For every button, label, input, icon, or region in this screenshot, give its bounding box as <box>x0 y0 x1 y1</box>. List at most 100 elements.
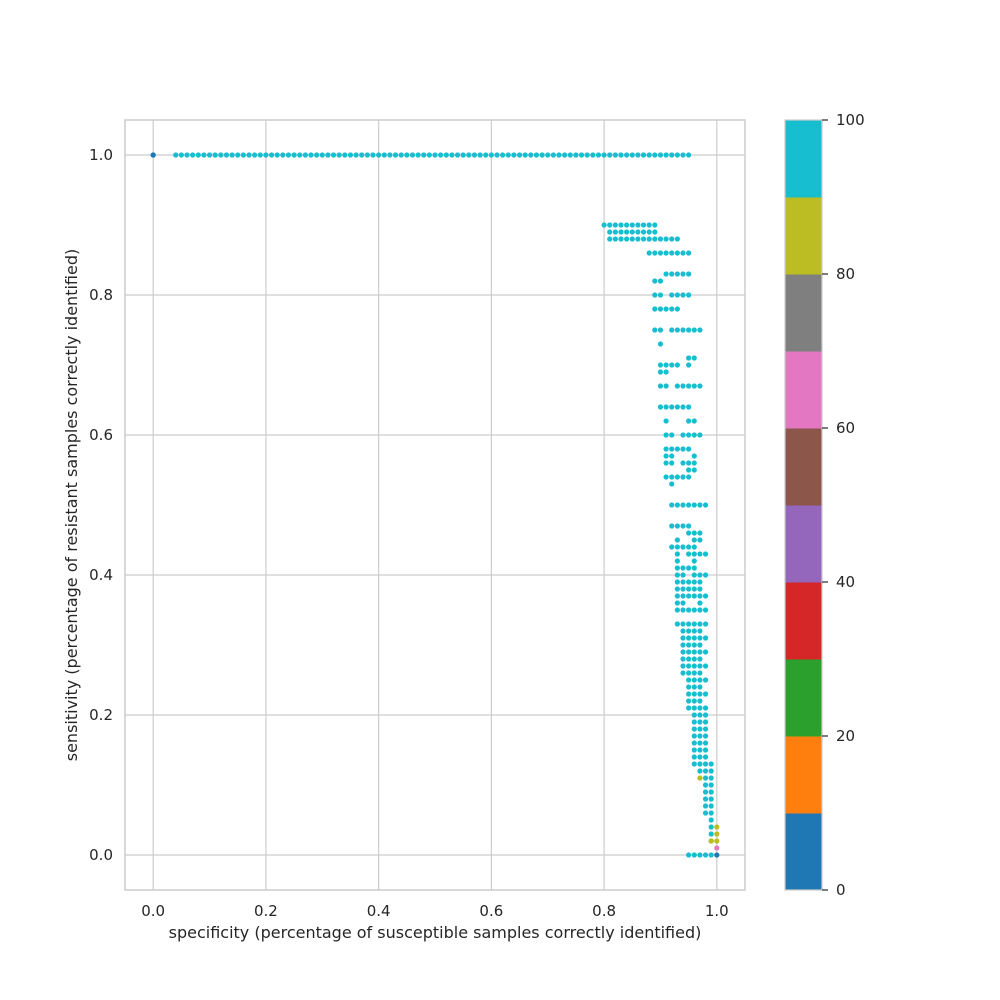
data-point <box>691 712 697 718</box>
data-point <box>471 152 478 158</box>
data-point <box>669 362 675 368</box>
data-point <box>680 656 686 662</box>
grid-lines <box>125 120 745 890</box>
data-point <box>708 782 714 788</box>
data-point <box>697 747 703 753</box>
data-point <box>702 677 709 683</box>
data-point <box>691 460 697 466</box>
y-axis-ticks: 0.0 0.2 0.4 0.6 0.8 1.0 <box>89 146 113 864</box>
data-point <box>708 761 714 767</box>
data-point <box>285 152 292 158</box>
data-point <box>652 327 658 333</box>
data-point <box>702 782 709 788</box>
plot-frame <box>124 119 746 891</box>
y-tick-label: 1.0 <box>89 146 113 164</box>
data-point <box>702 572 709 578</box>
data-point <box>421 152 427 158</box>
data-point <box>702 712 709 718</box>
data-point <box>702 726 709 732</box>
data-point <box>426 152 432 158</box>
data-point <box>702 621 709 627</box>
data-point <box>674 292 680 298</box>
data-point <box>573 152 579 158</box>
data-point <box>686 446 692 452</box>
data-point <box>686 649 692 655</box>
data-point <box>669 236 675 242</box>
data-point <box>686 418 692 424</box>
data-point <box>223 152 230 158</box>
data-point <box>652 236 658 242</box>
data-point <box>697 740 703 746</box>
data-point <box>691 677 697 683</box>
data-point <box>657 341 664 347</box>
data-point <box>691 726 697 732</box>
data-point <box>663 383 669 389</box>
data-point <box>629 236 635 242</box>
data-point <box>708 852 714 858</box>
data-point <box>669 306 675 312</box>
data-point <box>590 152 596 158</box>
colorbar-segment <box>785 505 822 583</box>
data-point <box>702 852 709 858</box>
data-point <box>702 719 709 725</box>
data-point <box>173 152 179 158</box>
data-point <box>702 810 709 816</box>
data-point <box>618 229 624 235</box>
data-point <box>697 768 703 774</box>
data-point <box>652 152 658 158</box>
data-point <box>686 523 692 529</box>
data-point <box>657 292 664 298</box>
data-point <box>691 355 697 361</box>
data-point <box>652 229 658 235</box>
data-point <box>652 292 658 298</box>
data-point <box>686 327 692 333</box>
data-point <box>674 621 680 627</box>
data-point <box>612 229 618 235</box>
data-point <box>669 404 675 410</box>
data-point <box>669 502 675 508</box>
colorbar-segment <box>785 120 822 198</box>
colorbar-tick-label: 100 <box>836 111 865 129</box>
data-point <box>680 621 686 627</box>
data-point <box>567 152 573 158</box>
colorbar-tick-label: 40 <box>836 573 855 591</box>
data-point <box>702 663 709 669</box>
data-point <box>663 453 669 459</box>
data-point <box>702 551 709 557</box>
data-point <box>618 236 624 242</box>
data-point <box>697 600 703 606</box>
data-point <box>686 628 692 634</box>
data-point <box>657 383 664 389</box>
data-point <box>691 705 697 711</box>
data-point <box>714 852 720 858</box>
data-point <box>697 649 703 655</box>
data-point <box>691 572 697 578</box>
data-point <box>691 467 697 473</box>
data-point <box>522 152 528 158</box>
data-point <box>370 152 376 158</box>
data-point <box>646 222 652 228</box>
colorbar-segment <box>785 813 822 891</box>
data-point <box>708 831 714 837</box>
x-tick-label: 1.0 <box>705 902 729 920</box>
data-point <box>252 152 258 158</box>
data-point <box>691 691 697 697</box>
data-point <box>686 593 692 599</box>
colorbar-frame <box>784 119 823 891</box>
data-point <box>674 544 680 550</box>
data-point <box>629 229 635 235</box>
data-point <box>686 404 692 410</box>
data-point <box>550 152 556 158</box>
data-point <box>601 152 607 158</box>
data-point <box>674 523 680 529</box>
data-point <box>702 789 709 795</box>
data-point <box>708 803 714 809</box>
data-point <box>443 152 449 158</box>
data-point <box>686 383 692 389</box>
data-point <box>398 152 404 158</box>
data-point <box>686 565 692 571</box>
data-point <box>686 460 692 466</box>
y-tick-label: 0.2 <box>89 706 113 724</box>
data-point <box>449 152 455 158</box>
